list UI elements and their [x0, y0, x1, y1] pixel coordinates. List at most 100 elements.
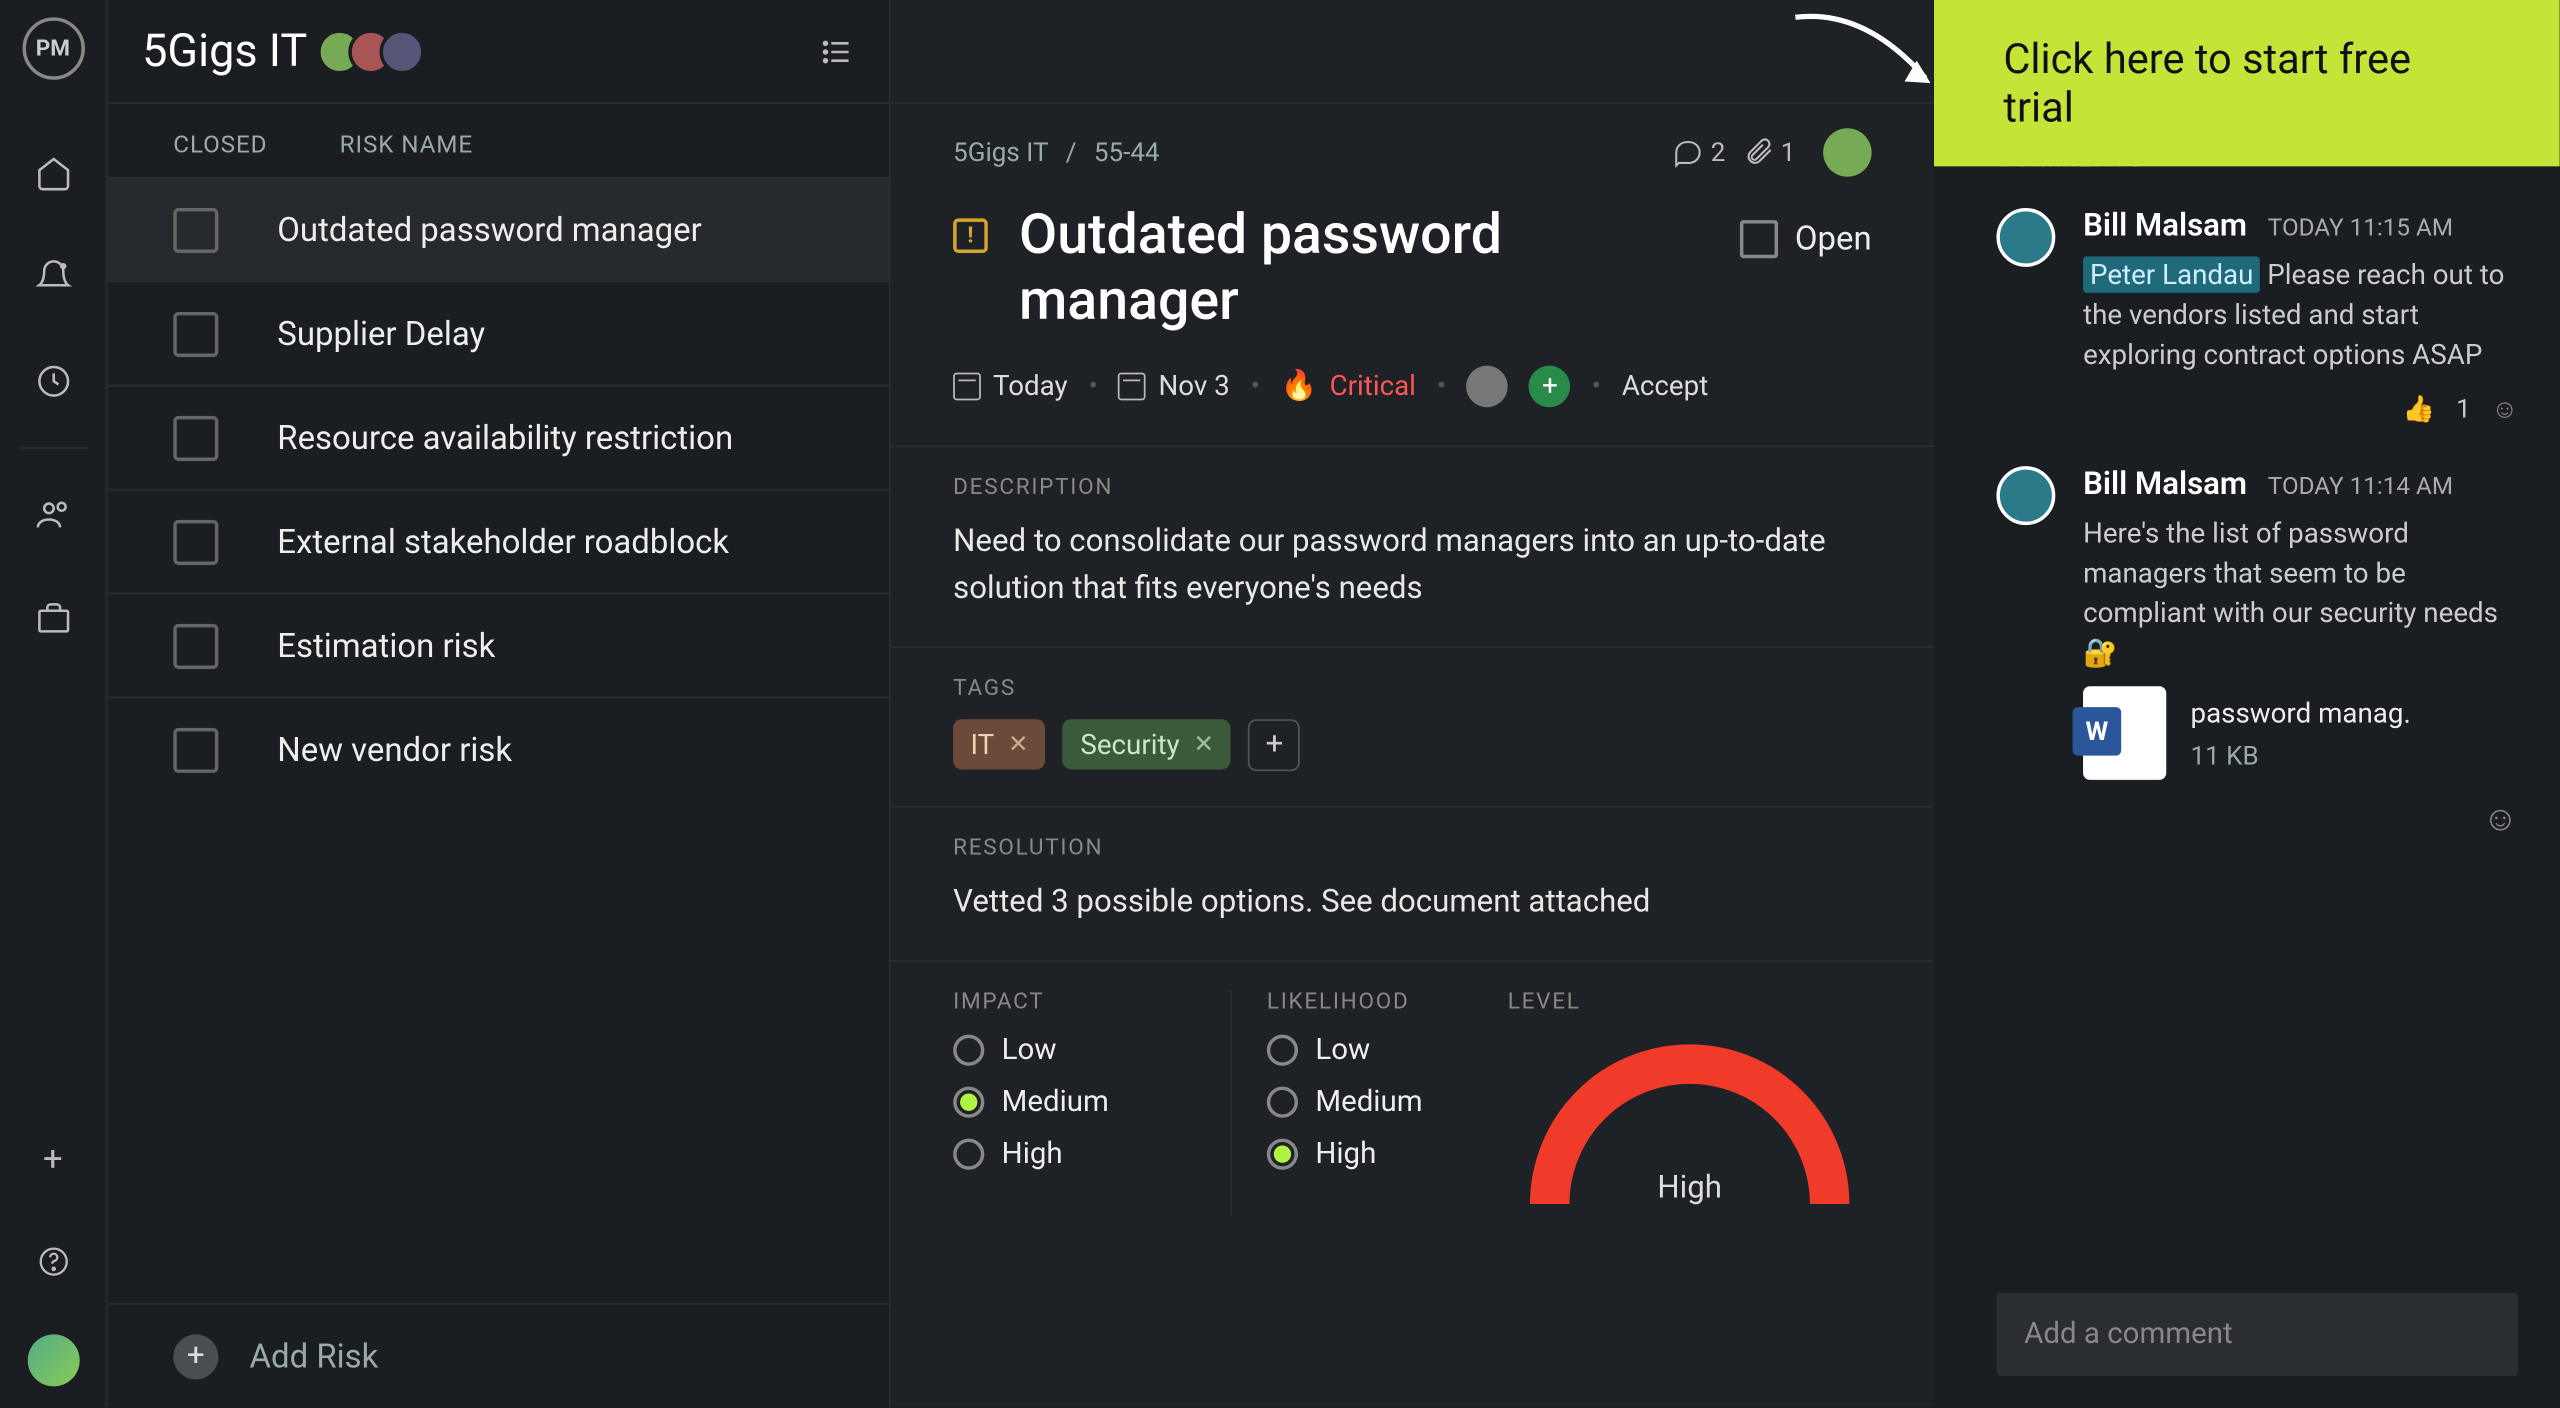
attachment-count[interactable]: 1	[1743, 137, 1796, 168]
add-risk-button[interactable]: + Add Risk	[107, 1303, 889, 1407]
comment-time: TODAY 11:15 AM	[2268, 215, 2453, 243]
remove-tag-icon[interactable]: ✕	[1194, 731, 1214, 759]
help-icon[interactable]	[32, 1241, 74, 1283]
accept-button[interactable]: Accept	[1622, 370, 1708, 403]
clock-icon[interactable]	[32, 360, 74, 402]
risk-title[interactable]: Outdated password manager	[1019, 201, 1708, 334]
word-doc-icon: W	[2083, 687, 2166, 781]
likelihood-opts-low[interactable]: Low	[1267, 1032, 1508, 1067]
app-logo[interactable]: PM	[22, 17, 84, 79]
comment-reactions[interactable]: 👍1☺	[2083, 393, 2518, 424]
start-date[interactable]: Today	[953, 370, 1068, 403]
risk-checkbox[interactable]	[173, 311, 218, 356]
likelihood-opts-high[interactable]: High	[1267, 1136, 1508, 1171]
risk-checkbox[interactable]	[173, 623, 218, 668]
level-column: LEVEL High	[1508, 989, 1872, 1216]
likelihood-column: LIKELIHOOD LowMediumHigh	[1230, 989, 1507, 1216]
risk-checkbox[interactable]	[173, 415, 218, 460]
calendar-icon	[1119, 372, 1147, 400]
add-tag-button[interactable]: +	[1249, 719, 1301, 771]
nav-rail: PM +	[0, 0, 107, 1407]
briefcase-icon[interactable]	[32, 598, 74, 640]
risk-checkbox[interactable]	[173, 727, 218, 772]
risk-indicator-icon: !	[953, 218, 988, 253]
description-text[interactable]: Need to consolidate our password manager…	[953, 518, 1871, 612]
comment-item: Bill MalsamTODAY 11:15 AMPeter Landau Pl…	[1996, 208, 2518, 424]
impact-opts-medium[interactable]: Medium	[953, 1084, 1230, 1119]
risk-name: Supplier Delay	[277, 314, 485, 354]
radio-icon	[1267, 1138, 1298, 1169]
status-checkbox[interactable]	[1739, 219, 1777, 257]
comment-author[interactable]: Bill Malsam	[2083, 465, 2247, 501]
comment-text: Here's the list of password managers tha…	[2083, 512, 2518, 673]
comment-count[interactable]: 2	[1673, 137, 1726, 168]
list-view-toggle-icon[interactable]	[820, 34, 855, 69]
flame-icon: 🔥	[1281, 369, 1318, 404]
risk-row[interactable]: Outdated password manager	[107, 177, 889, 281]
radio-icon	[953, 1086, 984, 1117]
likelihood-opts-medium[interactable]: Medium	[1267, 1084, 1508, 1119]
col-closed: CLOSED	[173, 132, 339, 160]
risk-row[interactable]: Resource availability restriction	[107, 385, 889, 489]
remove-tag-icon[interactable]: ✕	[1008, 731, 1028, 759]
comments-panel: ⋯ ✕ Click here to start free trial COMME…	[1934, 0, 2560, 1407]
risk-detail-panel: 5Gigs IT / 55-44 2 1 !	[891, 0, 1934, 1407]
breadcrumb: 5Gigs IT / 55-44 2 1	[891, 104, 1934, 177]
add-icon[interactable]: +	[32, 1137, 74, 1179]
radio-icon	[1267, 1086, 1298, 1117]
comment-avatar[interactable]	[1996, 465, 2055, 524]
risk-checkbox[interactable]	[173, 207, 218, 252]
tags-section: TAGS IT✕Security✕+	[891, 646, 1934, 805]
risk-name: Outdated password manager	[277, 210, 702, 250]
tag-chip[interactable]: Security✕	[1063, 720, 1231, 770]
impact-opts-low[interactable]: Low	[953, 1032, 1230, 1067]
risk-row[interactable]: Estimation risk	[107, 593, 889, 697]
home-icon[interactable]	[32, 153, 74, 195]
priority-chip[interactable]: 🔥Critical	[1281, 369, 1416, 404]
resolution-section: RESOLUTION Vetted 3 possible options. Se…	[891, 805, 1934, 959]
current-user-avatar[interactable]	[27, 1334, 79, 1386]
assignee-avatar[interactable]	[1467, 365, 1509, 407]
risk-name: Estimation risk	[277, 626, 495, 666]
list-header: 5Gigs IT	[107, 0, 889, 104]
status-label: Open	[1795, 218, 1872, 258]
comment-attachment[interactable]: Wpassword manag.11 KB	[2083, 687, 2518, 781]
breadcrumb-id: 55-44	[1094, 137, 1160, 168]
project-members[interactable]	[332, 29, 426, 74]
radio-icon	[953, 1138, 984, 1169]
comment-time: TODAY 11:14 AM	[2268, 472, 2453, 500]
trial-cta-button[interactable]: Click here to start free trial	[1934, 0, 2560, 166]
description-section: DESCRIPTION Need to consolidate our pass…	[891, 445, 1934, 646]
breadcrumb-project[interactable]: 5Gigs IT	[953, 137, 1048, 168]
emoji-icon[interactable]: ☺	[2491, 393, 2518, 424]
risk-name: Resource availability restriction	[277, 418, 733, 458]
comment-avatar[interactable]	[1996, 208, 2055, 267]
risk-row[interactable]: External stakeholder roadblock	[107, 489, 889, 593]
comment-author[interactable]: Bill Malsam	[2083, 208, 2247, 244]
comment-item: Bill Malsam TODAY 11:14 AM Here's the list…	[1996, 465, 2518, 841]
risk-row[interactable]: New vendor risk	[107, 697, 889, 801]
add-assignee-button[interactable]: +	[1529, 365, 1571, 407]
assessment-section: IMPACT LowMediumHigh LIKELIHOOD LowMediu…	[891, 960, 1934, 1251]
risk-row[interactable]: Supplier Delay	[107, 281, 889, 385]
tag-chip[interactable]: IT✕	[953, 720, 1046, 770]
project-title[interactable]: 5Gigs IT	[142, 25, 307, 77]
impact-opts-high[interactable]: High	[953, 1136, 1230, 1171]
emoji-icon[interactable]: ☺	[2483, 798, 2518, 841]
plus-icon: +	[173, 1334, 218, 1379]
add-risk-label: Add Risk	[250, 1336, 379, 1376]
mention[interactable]: Peter Landau	[2083, 256, 2260, 292]
status-toggle[interactable]: Open	[1739, 218, 1871, 258]
users-icon[interactable]	[32, 494, 74, 536]
owner-avatar[interactable]	[1823, 128, 1872, 177]
risk-name: New vendor risk	[277, 730, 512, 770]
risk-checkbox[interactable]	[173, 519, 218, 564]
level-value: High	[1525, 1169, 1854, 1205]
comment-input[interactable]	[1996, 1293, 2518, 1376]
bell-icon[interactable]	[32, 256, 74, 298]
risk-list-panel: 5Gigs IT CLOSED RISK NAME Outdated passw…	[107, 0, 890, 1407]
end-date[interactable]: Nov 3	[1119, 370, 1230, 403]
resolution-text[interactable]: Vetted 3 possible options. See document …	[953, 878, 1871, 925]
risk-meta-row: Today • Nov 3 • 🔥Critical • + • Accept	[891, 334, 1934, 445]
level-gauge: High	[1525, 1043, 1854, 1216]
